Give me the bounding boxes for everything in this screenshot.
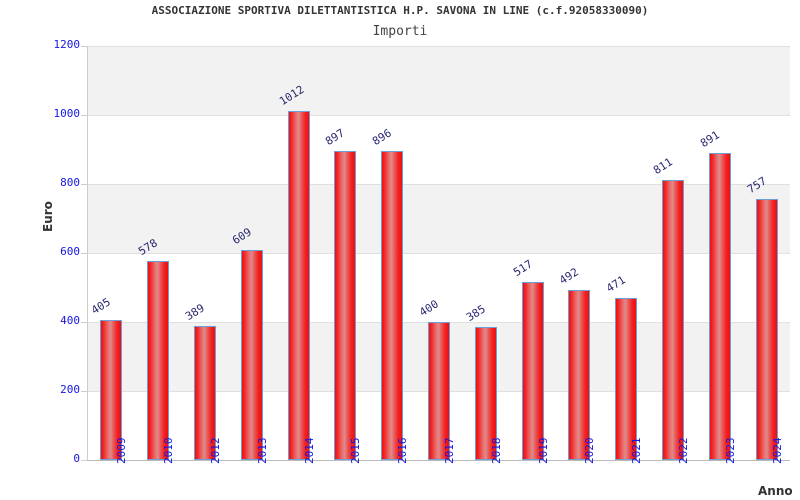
x-tick-label: 2009 [115,437,129,465]
x-tick-label: 2014 [302,437,316,465]
plot-area [87,46,790,461]
y-tick-label: 1000 [53,107,81,120]
bar[interactable] [381,150,404,460]
bar[interactable] [147,260,170,460]
y-axis-title: Euro [41,201,55,232]
bar[interactable] [287,110,310,460]
gridline [88,46,790,47]
y-tick-mark [81,460,87,461]
x-tick-label: 2021 [630,437,644,465]
gridline [88,253,790,254]
bar[interactable] [568,290,591,460]
y-tick-label: 1200 [53,38,81,51]
y-tick-mark [81,115,87,116]
x-tick-label: 2019 [536,437,550,465]
chart-title: ASSOCIAZIONE SPORTIVA DILETTANTISTICA H.… [151,4,649,17]
bar[interactable] [521,281,544,460]
x-tick-label: 2017 [443,437,456,465]
x-tick-label: 2020 [583,437,597,465]
bar[interactable] [100,320,123,460]
y-axis-tick-labels: 0 200 400 600 800 1000 1200 [18,38,81,465]
x-tick-label: 2015 [349,437,363,465]
bar[interactable] [334,150,357,460]
x-tick-label: 2012 [209,437,222,465]
bar[interactable] [474,327,497,460]
x-tick-label: 2010 [162,437,176,465]
bar[interactable] [240,249,263,460]
gridline [88,115,790,116]
y-tick-label: 600 [60,245,80,258]
bar[interactable] [428,322,450,460]
bar[interactable] [615,297,638,460]
plot-band [88,46,790,115]
x-tick-label: 2022 [677,437,690,465]
y-tick-label: 200 [60,383,80,396]
x-tick-label: 2013 [255,437,269,465]
x-tick-label: 2023 [723,437,737,465]
x-tick-label: 2024 [770,437,784,465]
bar[interactable] [194,325,216,460]
bar[interactable] [755,198,778,460]
x-tick-label: 2018 [489,437,503,465]
x-axis-title: Anno [758,484,793,498]
gridline [88,184,790,185]
y-tick-label: 400 [60,314,80,327]
x-tick-label: 2016 [396,437,410,465]
y-tick-mark [81,184,87,185]
y-tick-mark [81,253,87,254]
bar[interactable] [662,180,684,460]
y-tick-mark [81,322,87,323]
y-tick-label: 0 [73,452,80,465]
chart-subtitle: Importi [372,24,428,39]
bar[interactable] [708,152,731,460]
y-tick-mark [81,46,87,47]
y-tick-mark [81,391,87,392]
plot-band [88,184,790,253]
y-tick-label: 800 [60,176,80,189]
